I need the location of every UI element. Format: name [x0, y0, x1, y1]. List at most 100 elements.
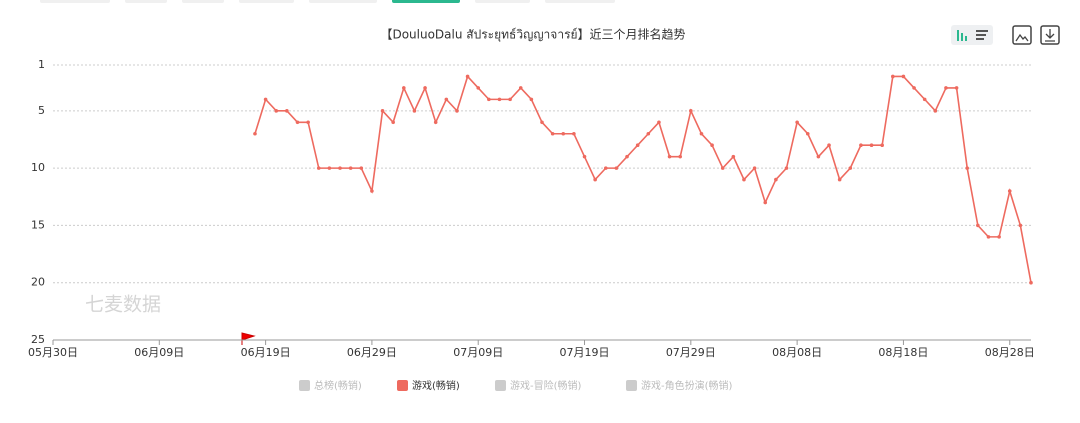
data-point — [306, 120, 310, 125]
data-point — [816, 154, 821, 159]
tab[interactable] — [392, 0, 460, 3]
data-point — [550, 131, 555, 136]
data-point — [869, 143, 874, 148]
data-point — [912, 86, 916, 90]
data-point — [359, 166, 364, 170]
data-point — [497, 97, 502, 102]
data-point — [295, 120, 300, 125]
watermark: 七麦数据 — [85, 294, 161, 316]
data-point — [837, 177, 842, 182]
x-tick-label: 08月18日 — [878, 346, 928, 359]
data-point — [657, 120, 661, 125]
y-tick-label: 15 — [31, 218, 45, 231]
legend-swatch — [299, 380, 310, 391]
event-flag[interactable] — [241, 332, 256, 345]
data-point — [455, 109, 459, 113]
data-point — [774, 177, 778, 182]
x-tick-label: 06月29日 — [347, 346, 397, 359]
data-point — [922, 97, 927, 102]
legend-item[interactable]: 游戏-冒险(畅销) — [495, 379, 582, 392]
data-point — [891, 74, 895, 79]
data-point — [253, 131, 257, 136]
tab[interactable] — [125, 0, 167, 3]
tab[interactable] — [475, 0, 530, 3]
tab[interactable] — [239, 0, 294, 3]
x-tick-label: 08月28日 — [985, 346, 1035, 359]
data-point — [338, 166, 342, 170]
data-point — [540, 120, 544, 125]
data-point — [965, 166, 970, 170]
data-point — [508, 97, 512, 102]
tab[interactable] — [309, 0, 377, 3]
chart-title: 【DouluoDalu สัประยุทธ์วิญญาจารย์】近三个月排名趋… — [380, 27, 685, 43]
data-point — [487, 97, 491, 102]
data-point — [316, 166, 321, 170]
legend-item[interactable]: 游戏-角色扮演(畅销) — [626, 379, 733, 392]
data-point — [348, 166, 353, 170]
x-tick-label: 08月08日 — [772, 346, 822, 359]
data-point — [933, 109, 938, 113]
data-point — [954, 86, 959, 90]
download-button[interactable] — [1040, 25, 1060, 45]
data-point — [529, 97, 534, 102]
legend-item[interactable]: 总榜(畅销) — [299, 379, 362, 392]
data-point — [476, 86, 481, 90]
data-point — [742, 177, 746, 182]
data-point — [784, 166, 789, 170]
data-point — [433, 120, 438, 125]
data-point — [603, 166, 608, 170]
data-point — [614, 166, 619, 170]
data-point — [327, 166, 332, 170]
data-point — [572, 131, 576, 136]
data-point — [667, 154, 672, 159]
data-point — [285, 109, 289, 113]
x-tick-label: 06月19日 — [241, 346, 291, 359]
data-point — [997, 235, 1001, 239]
top-tabs — [40, 0, 615, 3]
data-point — [635, 143, 640, 148]
data-point — [763, 200, 768, 205]
data-point — [880, 143, 884, 148]
x-tick-label: 07月29日 — [666, 346, 716, 359]
data-point — [689, 109, 693, 113]
tab[interactable] — [40, 0, 110, 3]
x-tick-label: 05月30日 — [28, 346, 78, 359]
legend-item[interactable]: 游戏(畅销) — [397, 379, 460, 392]
data-point — [805, 131, 810, 136]
legend-swatch — [495, 380, 506, 391]
y-tick-label: 1 — [38, 58, 45, 71]
toolbar — [951, 25, 1060, 45]
data-point — [752, 166, 757, 170]
data-point — [901, 74, 906, 79]
y-tick-label: 25 — [31, 333, 45, 346]
save-image-button[interactable] — [1012, 25, 1032, 45]
x-tick-label: 06月09日 — [134, 346, 184, 359]
y-tick-label: 5 — [38, 104, 45, 117]
data-point — [561, 131, 566, 136]
data-point — [944, 86, 948, 90]
tab[interactable] — [545, 0, 615, 3]
data-point — [423, 86, 427, 90]
data-point — [263, 97, 268, 102]
y-tick-label: 10 — [31, 161, 45, 174]
x-tick-label: 07月09日 — [453, 346, 503, 359]
data-point — [391, 120, 395, 125]
data-point — [444, 97, 449, 102]
data-point — [1018, 223, 1023, 228]
data-point — [1029, 280, 1033, 285]
data-point — [699, 131, 704, 136]
x-tick-label: 07月19日 — [560, 346, 610, 359]
legend-swatch — [626, 380, 637, 391]
y-tick-label: 20 — [31, 276, 45, 289]
data-point — [625, 154, 629, 159]
legend-label: 游戏-角色扮演(畅销) — [641, 379, 733, 392]
tab[interactable] — [182, 0, 224, 3]
data-point — [827, 143, 831, 148]
data-point — [678, 154, 682, 159]
data-point — [795, 120, 799, 125]
data-point — [465, 74, 470, 79]
data-point — [710, 143, 714, 148]
data-point — [380, 109, 385, 113]
data-point — [731, 154, 736, 159]
